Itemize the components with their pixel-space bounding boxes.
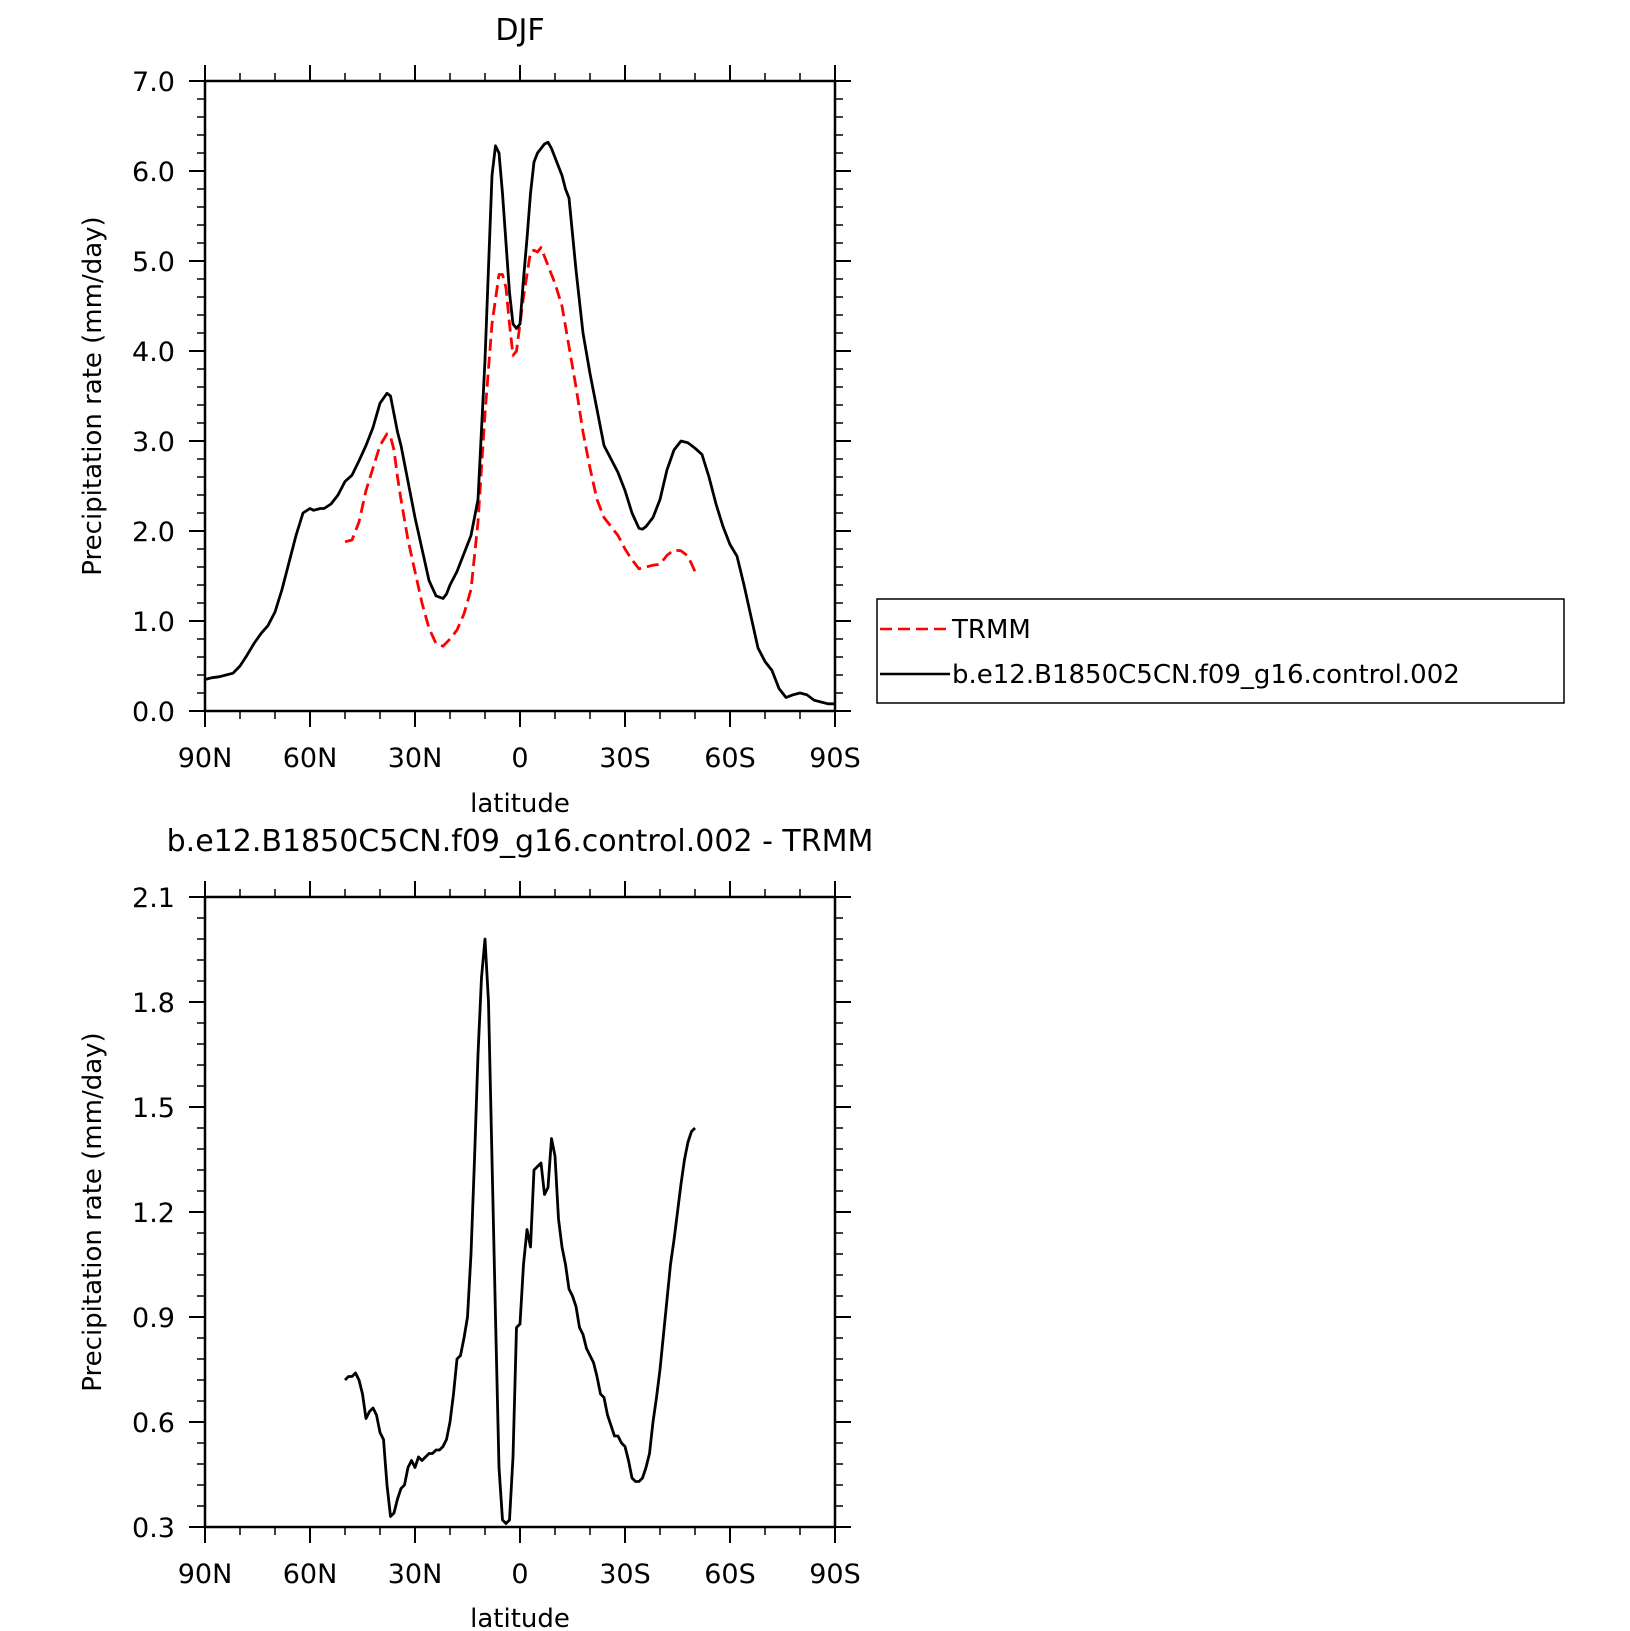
tick-marks — [189, 65, 851, 727]
y-tick-label: 1.0 — [132, 607, 175, 638]
x-tick-label: 90S — [809, 743, 861, 774]
y-tick-label: 2.0 — [132, 517, 175, 548]
plot-frame — [203, 79, 837, 713]
y-tick-label: 3.0 — [132, 427, 175, 458]
chart-panel-difference: b.e12.B1850C5CN.f09_g16.control.002 - TR… — [78, 824, 873, 1631]
tick-labels: 90N 60N 30N 0 30S 60S 90S 0.3 0.6 0.9 1.2 1.5 1.8 2.1 — [132, 883, 861, 1590]
series-line-difference — [344, 937, 696, 1525]
legend-label-trmm: TRMM — [951, 615, 1031, 645]
chart-panel-climatology: DJF 90N 60N 30N 0 30S 60S 90S 0.0 1.0 2.0 3.0 4.0 5.… — [78, 13, 861, 819]
series-group — [204, 140, 835, 706]
x-tick-label: 60N — [283, 743, 338, 774]
legend: TRMM b.e12.B1850C5CN.f09_g16.control.002 — [876, 598, 1565, 704]
y-axis-label: Precipitation rate (mm/day) — [78, 1032, 108, 1391]
x-tick-label: 30S — [599, 743, 651, 774]
x-axis-label: latitude — [470, 1604, 570, 1631]
x-tick-label: 60S — [704, 1559, 756, 1590]
x-tick-label: 90N — [178, 743, 233, 774]
y-tick-label: 0.3 — [132, 1513, 175, 1544]
x-tick-label: 90S — [809, 1559, 861, 1590]
y-tick-label: 7.0 — [132, 67, 175, 98]
tick-labels: 90N 60N 30N 0 30S 60S 90S 0.0 1.0 2.0 3.0 4.0 5.0 6.0… — [132, 67, 861, 774]
x-tick-label: 90N — [178, 1559, 233, 1590]
y-tick-label: 6.0 — [132, 157, 175, 188]
y-axis-label: Precipitation rate (mm/day) — [78, 216, 108, 575]
y-tick-label: 1.2 — [132, 1198, 175, 1229]
series-line-trmm — [344, 246, 697, 648]
tick-marks — [189, 881, 851, 1543]
x-tick-label: 60S — [704, 743, 756, 774]
x-tick-label: 60N — [283, 1559, 338, 1590]
x-tick-label: 0 — [511, 743, 528, 774]
x-tick-label: 30N — [388, 1559, 443, 1590]
x-tick-label: 0 — [511, 1559, 528, 1590]
y-tick-label: 1.5 — [132, 1093, 175, 1124]
plot-frame — [203, 895, 837, 1529]
y-tick-label: 1.8 — [132, 988, 175, 1019]
y-tick-label: 0.6 — [132, 1408, 175, 1439]
y-tick-label: 5.0 — [132, 247, 175, 278]
y-tick-label: 4.0 — [132, 337, 175, 368]
legend-box — [876, 598, 1565, 704]
x-axis-label: latitude — [470, 789, 570, 819]
series-line-model — [204, 140, 835, 706]
chart-title: b.e12.B1850C5CN.f09_g16.control.002 - TR… — [167, 824, 874, 859]
chart-title: DJF — [495, 13, 544, 48]
x-tick-label: 30S — [599, 1559, 651, 1590]
series-group — [344, 937, 696, 1525]
y-tick-label: 0.0 — [132, 697, 175, 728]
y-tick-label: 2.1 — [132, 883, 175, 914]
y-tick-label: 0.9 — [132, 1303, 175, 1334]
x-tick-label: 30N — [388, 743, 443, 774]
legend-label-model: b.e12.B1850C5CN.f09_g16.control.002 — [952, 660, 1460, 690]
